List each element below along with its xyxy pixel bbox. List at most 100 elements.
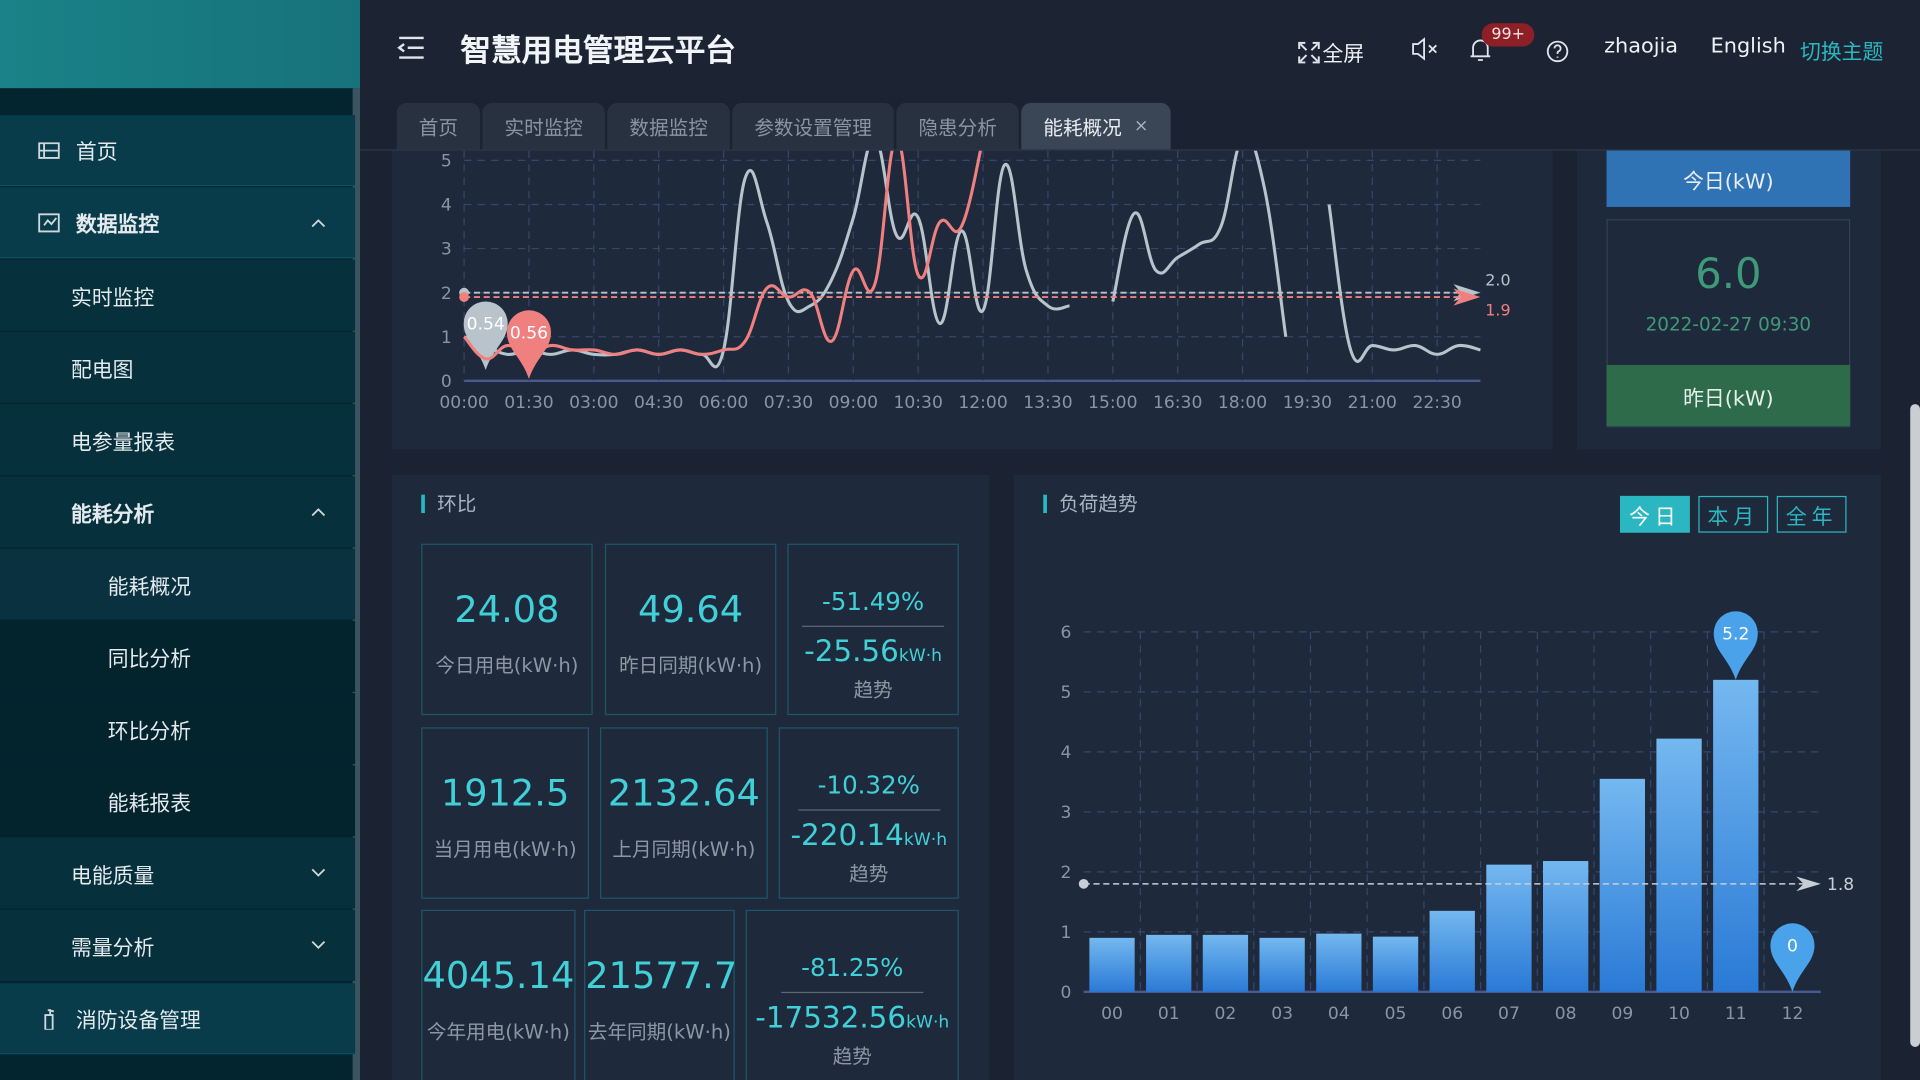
tab-0[interactable]: 首页 (396, 102, 481, 150)
tab-bar: 首页 实时监控 数据监控 参数设置管理 隐患分析 能耗概况 × (396, 102, 1173, 150)
sidebar-item-label: 同比分析 (107, 647, 192, 672)
sidebar-item-3[interactable]: 配电图 (0, 331, 356, 403)
current-usage-card: 1912.5 当月用电(kW·h) (421, 727, 589, 899)
y-tick-label: 4 (1061, 743, 1072, 763)
x-tick-label: 18:00 (1218, 393, 1267, 413)
markline-label: 2.0 (1485, 270, 1510, 289)
previous-usage-label: 上月同期(kW·h) (612, 837, 756, 861)
x-tick-label: 15:00 (1088, 393, 1137, 413)
bar-08[interactable] (1542, 861, 1589, 992)
sidebar-item-label: 能耗报表 (107, 791, 192, 817)
header: 智慧用电管理云平台 全屏 99+ zhaojia English 切换主题 (360, 0, 1920, 98)
realtime-panel: 今日(kW) 6.0 2022-02-27 09:30 昨日(kW) (1577, 150, 1881, 450)
sidebar-item-5[interactable]: 能耗分析 (0, 476, 356, 548)
bar-00[interactable] (1089, 937, 1135, 992)
close-icon[interactable]: × (1133, 116, 1149, 136)
trend-diff-value: -17532.56 (755, 1000, 907, 1035)
x-tick-label: 01 (1158, 1004, 1180, 1024)
bar-04[interactable] (1316, 933, 1362, 992)
app-title: 智慧用电管理云平台 (460, 33, 736, 69)
markline-label: 1.9 (1485, 300, 1510, 319)
sidebar-item-12[interactable]: 消防设备管理 (0, 983, 356, 1055)
y-tick-label: 5 (441, 152, 452, 172)
sidebar-item-9[interactable]: 能耗报表 (0, 765, 356, 837)
theme-switch[interactable]: 切换主题 (1800, 40, 1884, 65)
sidebar-item-8[interactable]: 环比分析 (0, 693, 356, 765)
sidebar-item-11[interactable]: 需量分析 (0, 909, 356, 981)
load-trend-title: 负荷趋势 (1043, 494, 1138, 514)
markpoint-12-label: 0 (1787, 936, 1798, 956)
x-tick-label: 00 (1101, 1004, 1123, 1024)
bar-10[interactable] (1656, 738, 1702, 992)
y-tick-label: 3 (1061, 803, 1072, 823)
y-tick-label: 1 (1061, 923, 1072, 943)
bar-11[interactable] (1713, 679, 1759, 992)
sidebar-item-10[interactable]: 电能质量 (0, 837, 356, 909)
trend-diff: -25.56kW·h (789, 634, 958, 668)
fullscreen-button[interactable]: 全屏 (1298, 37, 1364, 67)
tab-5[interactable]: 能耗概况 × (1021, 102, 1171, 150)
markpoint-1: 0.56 (506, 310, 551, 379)
yesterday-kw-button[interactable]: 昨日(kW) (1606, 364, 1851, 427)
trend-diff: -17532.56kW·h (747, 1000, 958, 1034)
previous-usage-value: 2132.64 (607, 772, 760, 816)
dashboard-icon (38, 141, 60, 159)
bar-05[interactable] (1372, 936, 1419, 992)
tab-3[interactable]: 参数设置管理 (732, 102, 894, 150)
sidebar-item-7[interactable]: 同比分析 (0, 620, 356, 692)
sidebar-item-4[interactable]: 电参量报表 (0, 404, 356, 476)
trend-percent: -10.32% (817, 770, 920, 800)
sidebar-item-0[interactable]: 首页 (0, 115, 356, 187)
bar-07[interactable] (1486, 864, 1532, 992)
trend-diff-value: -25.56 (804, 634, 899, 669)
previous-usage-label: 去年同期(kW·h) (587, 1020, 731, 1044)
current-usage-label: 今年用电(kW·h) (426, 1020, 570, 1044)
tab-label: 能耗概况 (1043, 116, 1122, 140)
bar-06[interactable] (1429, 910, 1475, 992)
y-tick-label: 0 (441, 372, 452, 392)
range-button-0[interactable]: 今日 (1620, 495, 1690, 533)
sidebar-item-label: 能耗分析 (71, 502, 155, 528)
x-tick-label: 04:30 (634, 393, 683, 413)
tab-divider (360, 149, 1920, 151)
bar-03[interactable] (1259, 937, 1305, 992)
sidebar-item-6[interactable]: 能耗概况 (0, 548, 356, 620)
bar-09[interactable] (1599, 778, 1646, 992)
markpoint-1-label: 0.56 (510, 323, 548, 343)
divider (781, 991, 924, 994)
range-button-1[interactable]: 本月 (1698, 495, 1769, 533)
y-tick-label: 1 (441, 328, 452, 348)
tab-2[interactable]: 数据监控 (607, 102, 730, 150)
y-tick-label: 2 (441, 284, 452, 304)
range-button-2[interactable]: 全年 (1776, 495, 1847, 533)
x-tick-label: 09 (1611, 1004, 1633, 1024)
tab-1[interactable]: 实时监控 (482, 102, 605, 150)
help-icon[interactable] (1545, 39, 1569, 63)
series-line-0 (1327, 204, 1481, 363)
current-usage-value: 24.08 (454, 588, 560, 632)
language-switch[interactable]: English (1710, 34, 1786, 59)
sidebar-item-2[interactable]: 实时监控 (0, 259, 356, 331)
tab-label: 隐患分析 (918, 116, 997, 140)
menu-fold-icon[interactable] (397, 34, 426, 61)
x-tick-label: 13:30 (1023, 393, 1072, 413)
trend-diff: -220.14kW·h (780, 818, 958, 852)
sidebar-item-1[interactable]: 数据监控 (0, 187, 356, 259)
bar-02[interactable] (1202, 934, 1249, 992)
page-scrollbar[interactable] (1910, 404, 1920, 1047)
x-tick-label: 22:30 (1412, 393, 1461, 413)
mute-icon[interactable] (1411, 37, 1440, 61)
x-tick-label: 07:30 (764, 393, 813, 413)
current-usage-label: 今日用电(kW·h) (435, 653, 579, 678)
bar-01[interactable] (1146, 934, 1192, 992)
today-kw-button[interactable]: 今日(kW) (1606, 150, 1851, 207)
previous-usage-card: 21577.7 去年同期(kW·h) (584, 909, 737, 1080)
y-tick-label: 5 (1061, 683, 1072, 703)
series-line-0 (463, 150, 1070, 369)
sidebar-item-label: 消防设备管理 (75, 1008, 201, 1034)
current-usage-card: 4045.14 今年用电(kW·h) (421, 909, 576, 1080)
tab-4[interactable]: 隐患分析 (896, 102, 1019, 150)
sidebar-scrollbar[interactable] (352, 88, 361, 1080)
x-tick-label: 21:00 (1348, 393, 1397, 413)
user-name[interactable]: zhaojia (1604, 34, 1679, 59)
